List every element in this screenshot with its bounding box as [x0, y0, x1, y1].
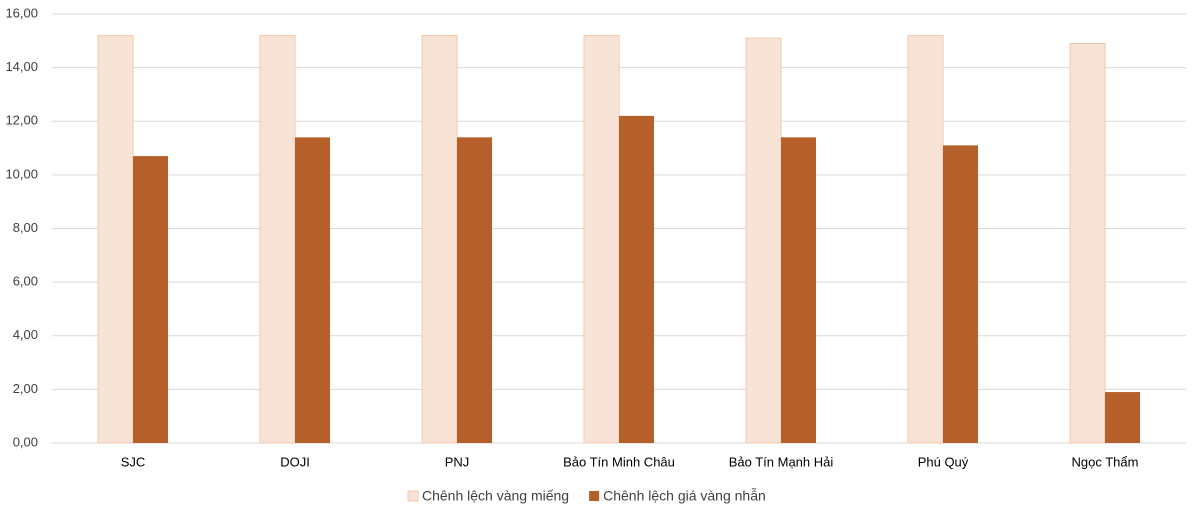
- bar: [745, 37, 782, 444]
- x-tick-label: SJC: [121, 454, 146, 469]
- x-tick-label: Ngọc Thẩm: [1072, 454, 1139, 469]
- legend-label: Chênh lệch vàng miếng: [422, 488, 569, 504]
- x-tick-label: Bảo Tín Minh Châu: [563, 454, 675, 469]
- bar: [421, 34, 458, 444]
- y-tick-label: 4,00: [13, 327, 38, 342]
- y-tick-label: 10,00: [5, 166, 38, 181]
- y-tick-label: 8,00: [13, 220, 38, 235]
- y-tick-label: 14,00: [5, 59, 38, 74]
- legend-swatch: [407, 490, 419, 502]
- bar: [133, 156, 168, 443]
- bar: [943, 145, 978, 443]
- bar: [907, 34, 944, 444]
- bar: [619, 115, 654, 443]
- y-tick-label: 16,00: [5, 5, 38, 20]
- x-tick-label: PNJ: [445, 454, 470, 469]
- bar: [259, 34, 296, 444]
- bar: [1105, 392, 1140, 443]
- bar: [457, 137, 492, 443]
- legend-label: Chênh lệch giá vàng nhẫn: [603, 488, 766, 504]
- bar: [583, 34, 620, 444]
- y-tick-label: 6,00: [13, 274, 38, 289]
- legend-swatch: [589, 491, 600, 501]
- bar: [97, 34, 134, 444]
- x-tick-label: DOJI: [280, 454, 310, 469]
- y-tick-label: 0,00: [13, 434, 38, 449]
- bar: [781, 137, 816, 443]
- bar: [295, 137, 330, 443]
- x-tick-label: Phú Quý: [918, 454, 969, 469]
- y-tick-label: 2,00: [13, 381, 38, 396]
- y-tick-label: 12,00: [5, 113, 38, 128]
- x-tick-label: Bảo Tín Mạnh Hải: [729, 454, 834, 469]
- bar: [1069, 42, 1106, 444]
